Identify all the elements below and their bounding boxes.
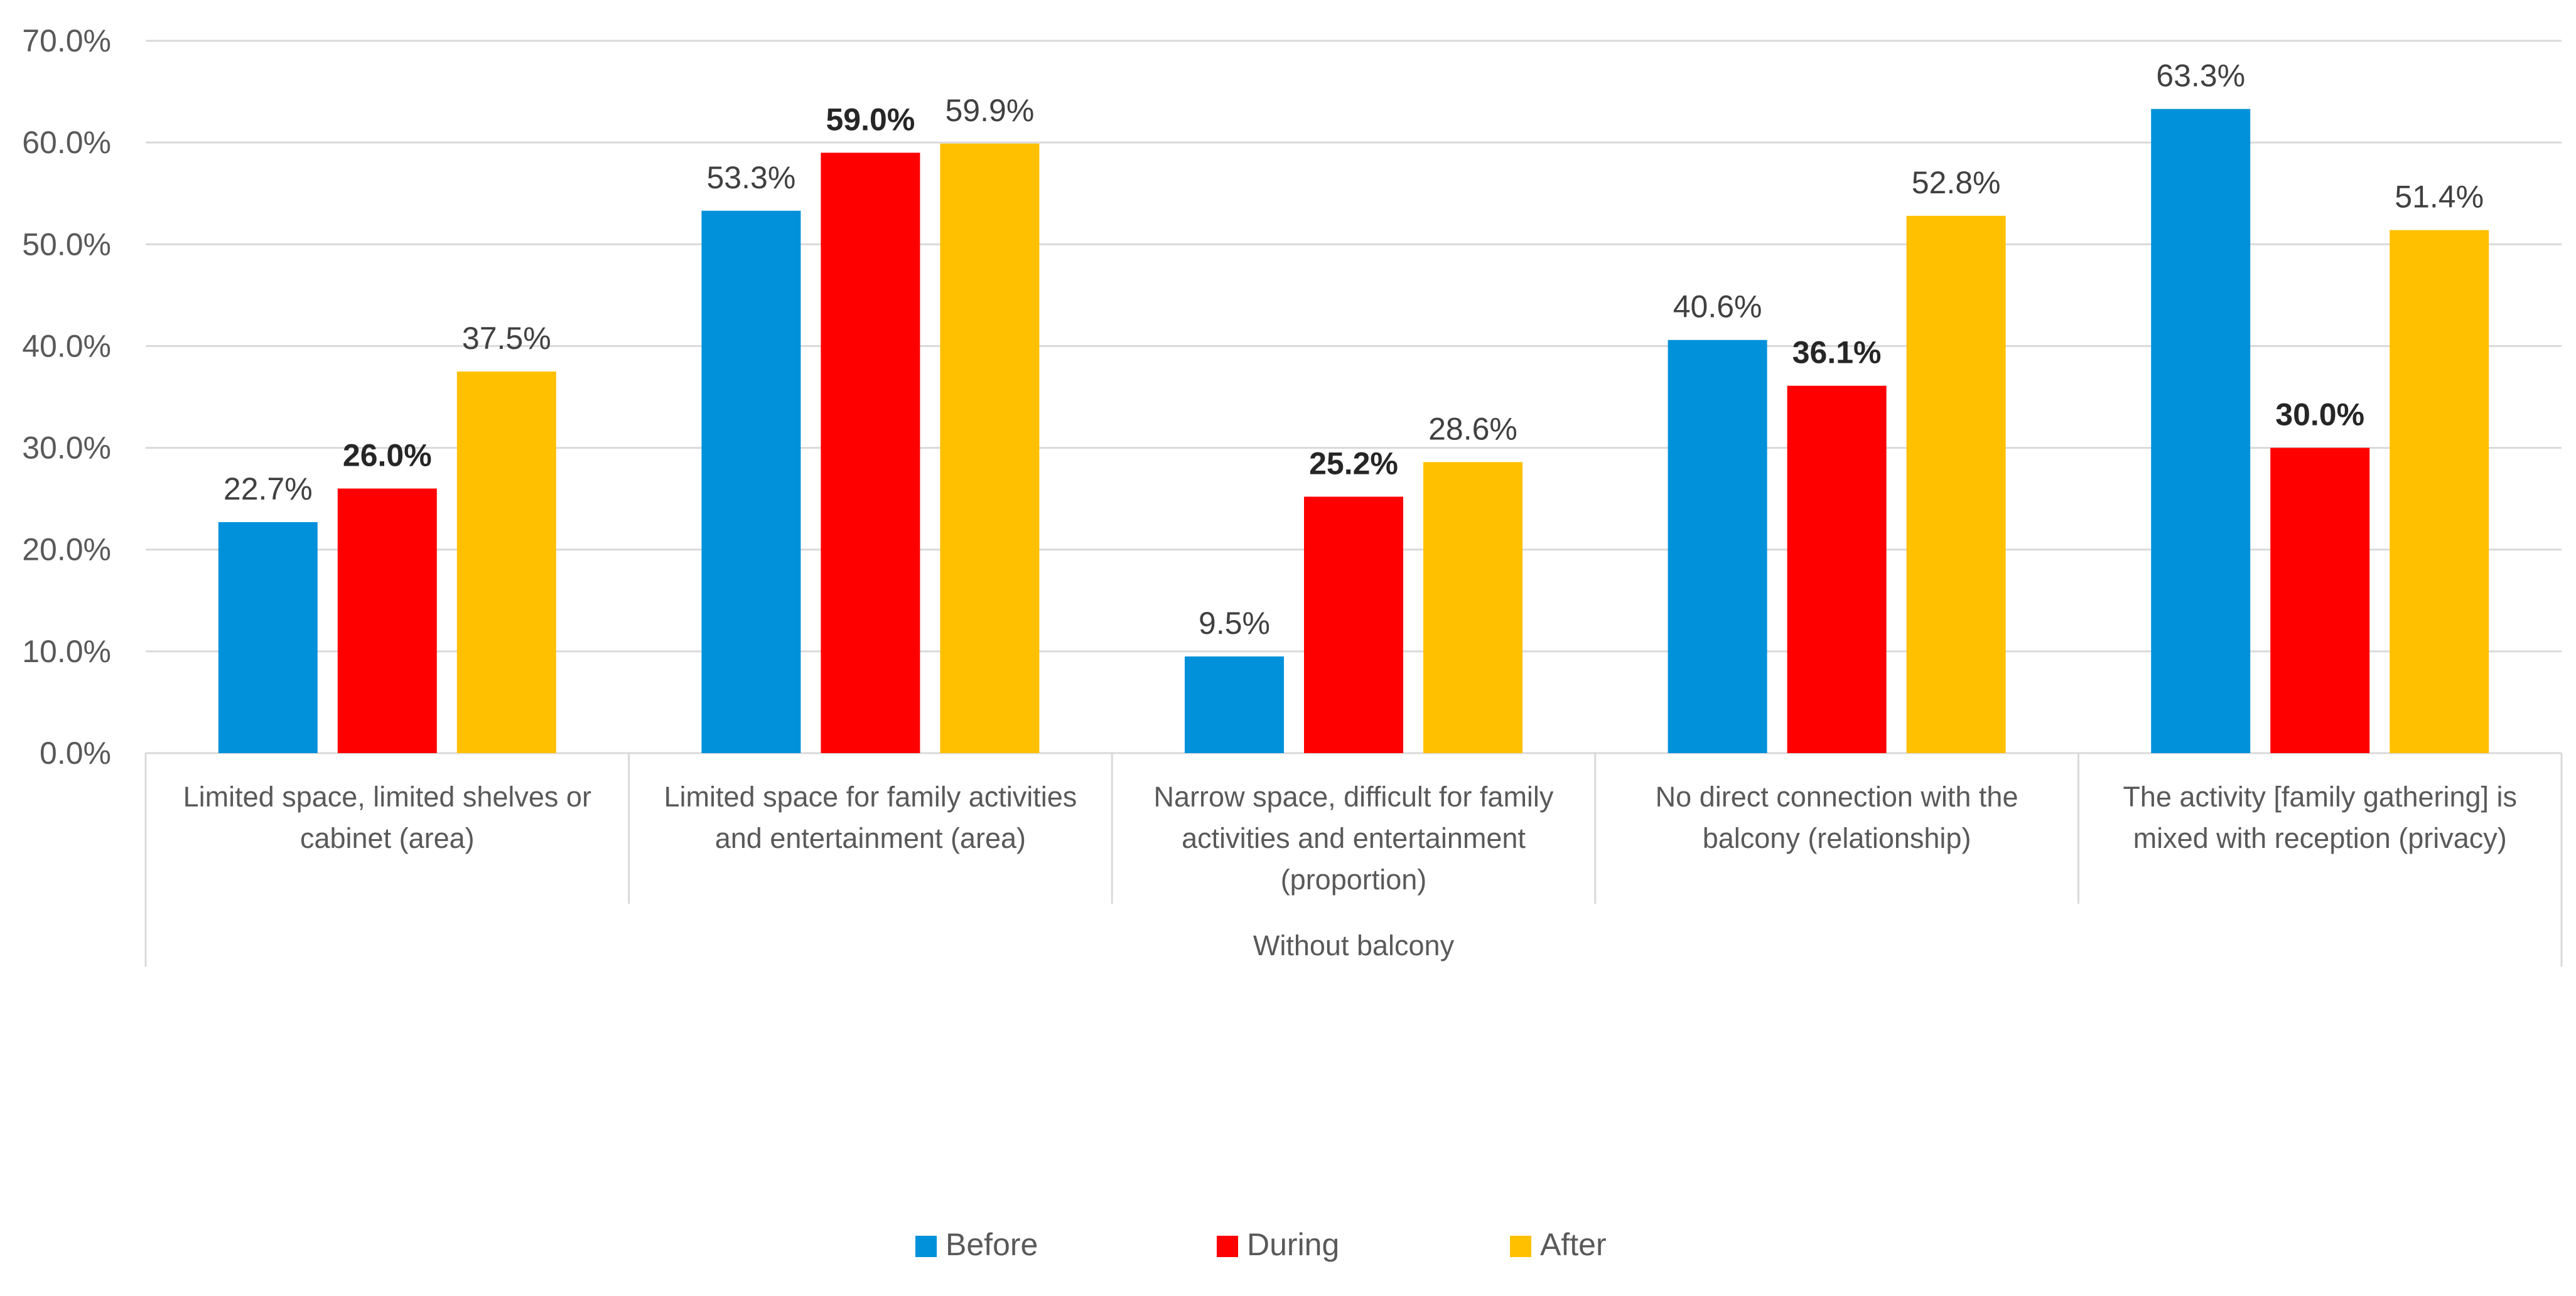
- y-tick-label: 40.0%: [22, 328, 111, 363]
- data-label: 52.8%: [1912, 165, 2001, 200]
- bar-during: [337, 488, 437, 753]
- bar-before: [2151, 109, 2251, 753]
- data-label: 26.0%: [343, 437, 432, 473]
- category-label: activities and entertainment: [1182, 822, 1526, 854]
- data-label: 9.5%: [1199, 606, 1270, 641]
- category-label: and entertainment (area): [715, 822, 1026, 854]
- data-label: 53.3%: [707, 160, 796, 195]
- axes: 0.0% 10.0% 20.0% 30.0% 40.0% 50.0% 60.0% 70.0%: [22, 23, 2563, 967]
- bar-before: [218, 522, 318, 753]
- data-label: 25.2%: [1309, 446, 1398, 481]
- bars: [218, 109, 2489, 754]
- category-label: balcony (relationship): [1703, 822, 1971, 854]
- bar-after: [2390, 230, 2489, 754]
- data-label: 36.1%: [1792, 335, 1882, 370]
- category-label: cabinet (area): [300, 822, 475, 854]
- category-label: No direct connection with the: [1656, 781, 2018, 813]
- bar-during: [2270, 447, 2370, 753]
- category-label: Limited space, limited shelves or: [183, 781, 591, 813]
- bar-after: [1906, 215, 2006, 753]
- legend-label-during: During: [1247, 1227, 1339, 1262]
- bar-after: [940, 143, 1040, 753]
- bar-during: [1304, 496, 1403, 753]
- data-label: 30.0%: [2275, 397, 2364, 432]
- legend: Before During After: [915, 1227, 1607, 1262]
- bar-during: [821, 153, 920, 753]
- data-label: 37.5%: [462, 321, 551, 356]
- bar-during: [1787, 385, 1887, 753]
- data-label: 22.7%: [224, 471, 313, 506]
- bar-before: [1185, 656, 1284, 753]
- category-label: mixed with reception (privacy): [2133, 822, 2507, 854]
- group-label: Without balcony: [1253, 929, 1455, 961]
- category-label: Narrow space, difficult for family: [1154, 781, 1554, 813]
- data-label: 63.3%: [2156, 58, 2245, 94]
- data-label: 51.4%: [2395, 179, 2484, 215]
- y-tick-label: 0.0%: [40, 736, 111, 771]
- category-labels: Limited space, limited shelves or cabinet…: [183, 781, 2517, 961]
- legend-swatch-after: [1510, 1236, 1531, 1257]
- data-label: 59.9%: [946, 93, 1035, 128]
- y-tick-label: 20.0%: [22, 532, 111, 567]
- legend-swatch-during: [1217, 1236, 1238, 1257]
- y-tick-label: 70.0%: [22, 23, 111, 58]
- legend-label-after: After: [1540, 1227, 1607, 1262]
- bar-before: [1668, 340, 1767, 753]
- data-label: 28.6%: [1428, 411, 1517, 446]
- legend-label-before: Before: [946, 1227, 1038, 1262]
- y-tick-label: 50.0%: [22, 227, 111, 262]
- y-tick-label: 10.0%: [22, 634, 111, 669]
- category-label: Limited space for family activities: [664, 781, 1077, 813]
- category-label: (proportion): [1281, 864, 1427, 896]
- data-label: 59.0%: [826, 102, 915, 137]
- bar-after: [456, 371, 556, 753]
- data-label: 40.6%: [1673, 289, 1762, 324]
- bar-after: [1423, 462, 1522, 753]
- y-tick-label: 60.0%: [22, 125, 111, 160]
- category-label: The activity [family gathering] is: [2123, 781, 2517, 813]
- legend-swatch-before: [915, 1236, 937, 1257]
- y-tick-label: 30.0%: [22, 431, 111, 466]
- data-labels: 22.7% 26.0% 37.5% 53.3% 59.0% 59.9% 9.5% 25.2% 2…: [224, 58, 2484, 641]
- bar-before: [701, 210, 801, 753]
